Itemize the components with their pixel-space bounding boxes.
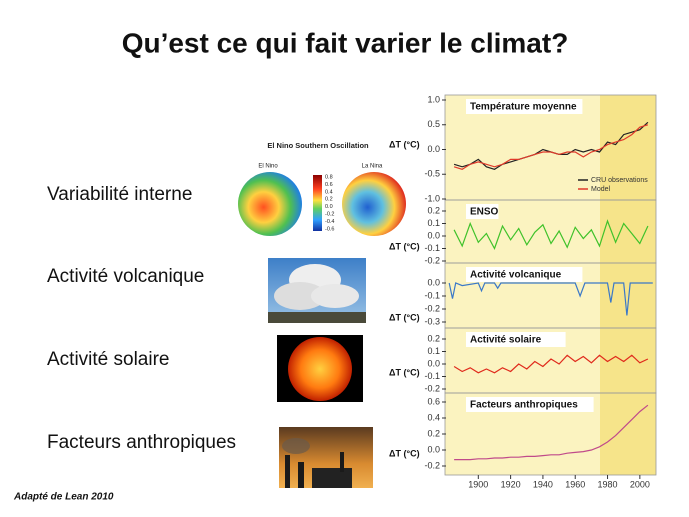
panel-title: Activité solaire [470, 335, 542, 346]
y-tick-label: 0.5 [427, 119, 440, 129]
y-axis-label: ΔT (°C) [389, 367, 420, 377]
y-tick-label: 0.4 [427, 412, 440, 422]
y-tick-label: 1.0 [427, 94, 440, 104]
panel-title: Facteurs anthropiques [470, 400, 578, 411]
y-tick-label: -0.2 [424, 303, 440, 313]
panel-title-box [466, 397, 594, 412]
factor-label: Variabilité interne [47, 184, 192, 205]
data-line [453, 219, 649, 250]
y-tick-label: 0.0 [427, 230, 440, 240]
y-tick-label: -0.2 [424, 383, 440, 393]
panel-title-box [466, 267, 583, 282]
data-line [454, 404, 649, 461]
y-tick-label: -0.1 [424, 243, 440, 253]
colorbar-label: 0.2 [325, 197, 333, 203]
x-tick-label: 1960 [565, 479, 585, 489]
y-tick-label: 0.0 [427, 277, 440, 287]
y-axis-label: ΔT (°C) [389, 139, 420, 149]
y-axis-label: ΔT (°C) [389, 448, 420, 458]
colorbar-label: 0.8 [325, 174, 333, 180]
slide-title: Qu’est ce qui fait varier le climat? [122, 27, 569, 58]
y-tick-label: 0.1 [427, 346, 440, 356]
factor-label: Activité solaire [47, 349, 170, 370]
y-tick-label: -0.1 [424, 371, 440, 381]
x-tick-label: 2000 [630, 479, 650, 489]
colorbar-label: -0.4 [325, 219, 334, 225]
colorbar [313, 175, 322, 231]
y-axis-label: ΔT (°C) [389, 241, 420, 251]
x-tick-label: 1980 [598, 479, 618, 489]
y-tick-label: -0.2 [424, 255, 440, 265]
colorbar-label: 0.0 [325, 204, 333, 210]
y-tick-label: 0.0 [427, 144, 440, 154]
factor-label: Facteurs anthropiques [47, 432, 236, 453]
panel-title-box [466, 99, 583, 114]
globe [238, 172, 302, 236]
panel-title-box [466, 204, 499, 219]
volcano-photo [268, 258, 366, 323]
figure-label: El Nino [258, 164, 278, 170]
y-axis-label: ΔT (°C) [389, 312, 420, 322]
y-tick-label: 0.2 [427, 205, 440, 215]
y-tick-label: 0.0 [427, 358, 440, 368]
colorbar-label: 0.6 [325, 182, 333, 188]
data-line [453, 354, 649, 374]
figure-label: La Nina [362, 164, 383, 170]
panel-title: ENSO [470, 207, 499, 218]
figure-title: El Nino Southern Oscillation [267, 141, 369, 150]
sun-photo [277, 335, 363, 402]
factor-label: Activité volcanique [47, 266, 204, 287]
legend-label: CRU observations [591, 177, 648, 184]
x-tick-label: 1900 [468, 479, 488, 489]
y-tick-label: 0.1 [427, 218, 440, 228]
y-tick-label: 0.6 [427, 396, 440, 406]
factory-photo [279, 427, 373, 488]
x-tick-label: 1940 [533, 479, 553, 489]
legend-label: Model [591, 186, 611, 193]
y-tick-label: -0.2 [424, 460, 440, 470]
y-tick-label: 0.2 [427, 333, 440, 343]
data-line [453, 124, 649, 170]
credit: Adapté de Lean 2010 [13, 492, 114, 503]
panel-title-box [466, 332, 566, 347]
globe [342, 172, 406, 236]
colorbar-label: -0.2 [325, 212, 334, 218]
data-line [448, 282, 653, 316]
enso-figure: El Nino Southern Oscillation El Nino La … [238, 141, 406, 236]
x-tick-label: 1920 [501, 479, 521, 489]
y-tick-label: 0.2 [427, 428, 440, 438]
colorbar-label: -0.6 [325, 226, 334, 232]
y-tick-label: -1.0 [424, 193, 440, 203]
panel-title: Température moyenne [470, 102, 577, 113]
y-tick-label: -0.3 [424, 316, 440, 326]
y-tick-label: -0.1 [424, 290, 440, 300]
y-tick-label: 0.0 [427, 444, 440, 454]
colorbar-label: 0.4 [325, 189, 333, 195]
panel-title: Activité volcanique [470, 270, 562, 281]
y-tick-label: -0.5 [424, 169, 440, 179]
highlight-band [600, 95, 656, 475]
